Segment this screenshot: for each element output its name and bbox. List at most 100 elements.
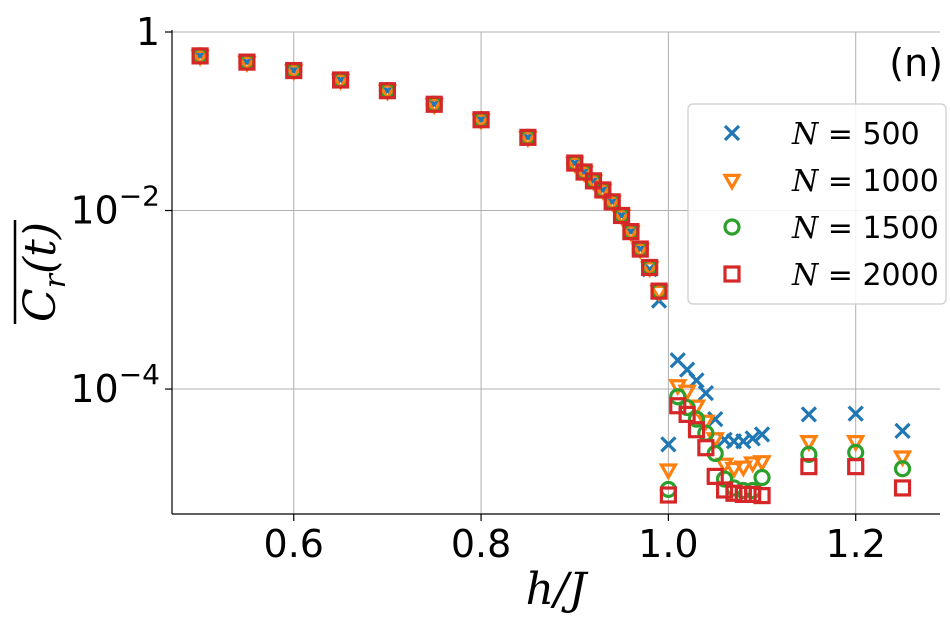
legend: N = 500 N = 1000 N = 1500 N = 2000: [687, 103, 947, 305]
data-point-triangle: [639, 261, 660, 279]
data-point-square: [723, 265, 741, 283]
data-point-triangle: [611, 209, 632, 227]
data-point-x: [894, 422, 911, 439]
data-point-square: [734, 485, 752, 504]
data-point-square: [715, 481, 734, 499]
data-point-square: [425, 95, 443, 113]
data-point-triangle: [649, 284, 669, 303]
legend-entry: N = 1000: [722, 164, 939, 199]
data-point-circle: [744, 481, 762, 500]
data-point-square: [669, 397, 687, 415]
x-tick-label: 0.6: [264, 522, 324, 566]
data-point-square: [594, 181, 612, 199]
axes: [171, 30, 940, 515]
data-point-triangle: [593, 183, 613, 201]
data-point-square: [472, 111, 490, 129]
data-point-circle: [893, 460, 912, 478]
legend-entry: N = 500: [723, 117, 920, 152]
data-point-square: [285, 61, 303, 80]
data-point-triangle: [284, 64, 304, 82]
data-point-triangle: [190, 49, 210, 67]
data-point-square: [566, 154, 584, 172]
data-point-square: [697, 439, 715, 457]
series-4: [191, 47, 912, 505]
data-point-square: [631, 240, 649, 258]
data-point-square: [687, 421, 706, 439]
data-point-square: [603, 193, 621, 211]
data-point-square: [378, 82, 397, 100]
data-point-square: [800, 458, 818, 476]
data-point-square: [744, 485, 762, 504]
x-tick-label: 1.0: [638, 522, 698, 566]
tick-labels: 0.6 0.8 1.0 1.2 1 10−2 10−4: [70, 10, 886, 566]
legend-label: N = 2000: [791, 258, 939, 293]
data-point-triangle: [892, 450, 913, 468]
data-point-triangle: [630, 242, 651, 260]
data-point-square: [659, 486, 677, 504]
data-point-square: [847, 458, 865, 476]
data-point-circle: [687, 410, 706, 428]
data-point-triangle: [724, 461, 744, 480]
data-point-triangle: [471, 113, 491, 131]
data-point-square: [238, 53, 256, 71]
data-point-square: [725, 484, 743, 502]
data-point-triangle: [752, 455, 772, 473]
data-marks: [190, 47, 913, 505]
data-point-circle: [715, 470, 734, 488]
legend-entry: N = 2000: [723, 258, 939, 293]
data-point-x: [744, 430, 761, 447]
data-point-square: [650, 282, 668, 300]
legend-entry: N = 1500: [723, 211, 939, 246]
x-tick-label: 1.2: [825, 522, 885, 566]
legend-label: N = 1500: [791, 211, 939, 246]
data-point-triangle: [722, 173, 742, 191]
data-point-x: [697, 384, 714, 402]
data-point-triangle: [658, 463, 679, 481]
data-point-x: [753, 426, 771, 443]
data-point-square: [622, 223, 640, 241]
data-point-triangle: [799, 435, 819, 453]
data-point-x: [723, 124, 741, 142]
data-point-triangle: [424, 98, 444, 116]
y-axis-label: Cr(t): [13, 220, 73, 324]
data-point-circle: [753, 468, 771, 487]
data-point-triangle: [845, 435, 866, 453]
data-point-square: [893, 479, 912, 497]
data-point-circle: [723, 218, 741, 236]
svg-text:Cr(t): Cr(t): [15, 222, 73, 322]
x-axis-label: h/J: [526, 564, 589, 615]
data-point-triangle: [330, 73, 351, 91]
legend-label: N = 500: [791, 117, 920, 152]
data-point-triangle: [377, 84, 398, 102]
data-point-x: [707, 411, 724, 428]
data-point-square: [519, 128, 537, 146]
data-point-triangle: [518, 131, 538, 149]
data-point-circle: [800, 445, 818, 464]
data-point-x: [847, 405, 864, 422]
data-point-square: [191, 47, 209, 65]
data-point-square: [641, 258, 659, 277]
data-point-square: [706, 467, 724, 486]
data-point-square: [584, 172, 603, 190]
panel-label: (n): [889, 41, 943, 85]
data-point-x: [800, 406, 818, 423]
legend-box: [687, 103, 947, 305]
data-point-triangle: [733, 460, 754, 478]
y-tick-label: 10−4: [70, 358, 160, 411]
legend-label: N = 1000: [791, 164, 939, 199]
data-point-triangle: [621, 225, 641, 243]
data-point-x: [735, 433, 752, 450]
y-tick-label: 10−2: [70, 180, 160, 233]
data-point-square: [575, 163, 593, 181]
data-point-square: [678, 405, 696, 423]
data-point-triangle: [237, 55, 257, 74]
data-point-circle: [669, 388, 687, 406]
y-tick-label: 1: [136, 10, 160, 54]
data-point-x: [660, 436, 677, 453]
data-point-square: [612, 206, 631, 225]
data-point-square: [753, 486, 771, 505]
data-point-square: [331, 71, 350, 89]
data-point-triangle: [602, 195, 622, 213]
data-point-triangle: [742, 456, 763, 474]
